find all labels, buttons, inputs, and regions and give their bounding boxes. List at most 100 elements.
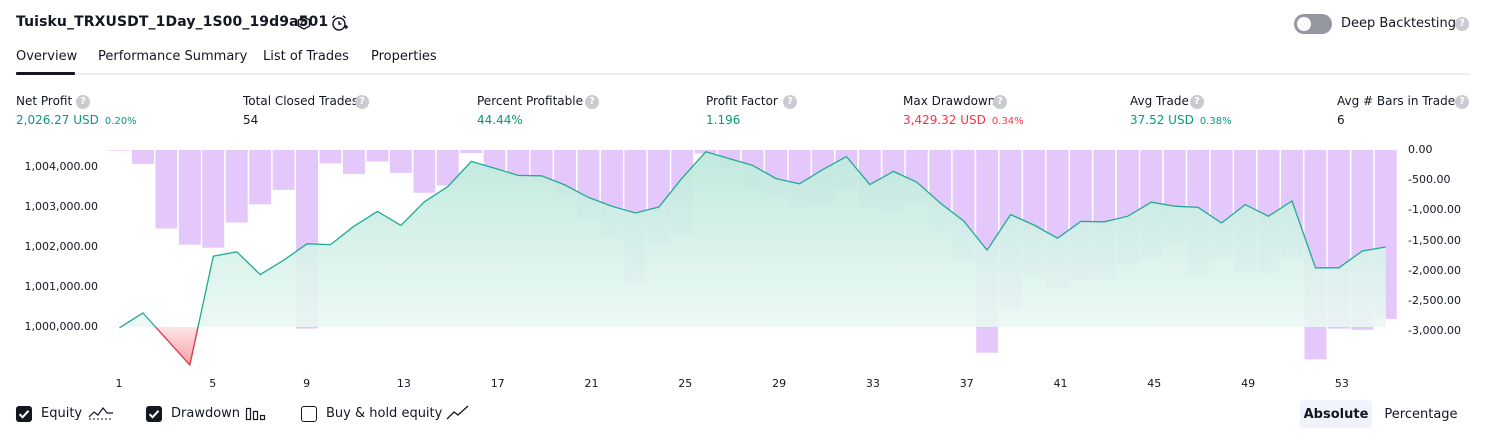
drawdown-bar [483, 150, 506, 170]
drawdown-bar [530, 150, 553, 182]
x-tick-label: 5 [209, 377, 217, 390]
drawdown-bar [178, 150, 201, 245]
drawdown-bar [249, 150, 272, 205]
tab-performance-summary[interactable]: Performance Summary [98, 49, 248, 64]
avg-trade-help-icon[interactable]: ? [1190, 95, 1204, 109]
drawdown-bar [389, 150, 412, 173]
settings-icon-glyph [297, 16, 311, 30]
net-profit-pct: 0.20% [104, 116, 137, 127]
drawdown-bar [436, 150, 459, 186]
tab-properties[interactable]: Properties [371, 49, 437, 64]
x-tick-label: 41 [1053, 377, 1068, 390]
absolute-mode-button[interactable]: Absolute [1300, 400, 1372, 428]
drawdown-bar [272, 150, 295, 190]
deep-backtesting-label: Deep Backtesting [1341, 16, 1457, 31]
equity-tick-label: 1,004,000.00 [24, 160, 98, 173]
net-profit-help-icon[interactable]: ? [76, 95, 90, 109]
avg-bars-label: Avg # Bars in Trades [1337, 94, 1462, 108]
drawdown-tick-label: 0.00 [1408, 143, 1433, 156]
net-profit-value: 2,026.27 USD 0.20% [16, 113, 137, 127]
x-tick-label: 21 [584, 377, 599, 390]
equity-area [119, 151, 1386, 365]
max-drawdown-label: Max Drawdown [903, 94, 996, 108]
equity-tick-label: 1,001,000.00 [24, 280, 98, 293]
equity-tick-label: 1,003,000.00 [24, 200, 98, 213]
check-icon [18, 410, 30, 419]
avg-trade-value: 37.52 USD 0.38% [1130, 113, 1232, 127]
percent-profitable-label: Percent Profitable [477, 94, 583, 108]
drawdown-tick-label: -3,000.00 [1408, 324, 1461, 337]
drawdown-checkbox[interactable] [146, 406, 162, 422]
deep-backtesting-help-icon[interactable]: ? [1455, 17, 1469, 31]
percent-profitable-help-icon[interactable]: ? [585, 95, 599, 109]
percent-profitable-value: 44.44% [477, 113, 523, 127]
x-tick-label: 45 [1147, 377, 1162, 390]
equity-checkbox[interactable] [16, 406, 32, 422]
equity-tick-label: 1,000,000.00 [24, 320, 98, 333]
avg-bars-value: 6 [1337, 113, 1345, 127]
equity-line-path [119, 151, 1386, 367]
max-drawdown-pct: 0.34% [991, 116, 1024, 127]
equity-loss-area [119, 327, 1386, 365]
active-tab-indicator [16, 72, 75, 75]
percentage-mode-button[interactable]: Percentage [1384, 406, 1458, 422]
drawdown-tick-label: -1,000.00 [1408, 203, 1461, 217]
avg-bars-help-icon[interactable]: ? [1455, 95, 1469, 109]
drawdown-tick-label: -2,500.00 [1408, 293, 1461, 307]
buy-hold-checkbox[interactable] [301, 406, 317, 422]
max-drawdown-help-icon[interactable]: ? [993, 95, 1007, 109]
x-tick-label: 17 [490, 377, 505, 390]
drawdown-bar [132, 150, 154, 164]
drawdown-bar [225, 150, 248, 223]
profit-factor-value: 1.196 [706, 113, 741, 127]
alarm-clock-icon [332, 15, 348, 31]
drawdown-bar [202, 150, 225, 248]
net-profit-label: Net Profit [16, 94, 73, 108]
drawdown-tick-label: -1,500.00 [1408, 233, 1461, 247]
equity-loss-line [155, 326, 199, 366]
equity-line-icon [88, 407, 113, 420]
x-tick-label: 9 [303, 377, 311, 390]
tabs-divider [16, 73, 1470, 75]
drawdown-tick-label: -500.00 [1408, 173, 1451, 187]
equity-legend-label: Equity [41, 406, 83, 421]
strategy-title: Tuisku_TRXUSDT_1Day_1S00_19d9a501 [16, 14, 329, 30]
drawdown-bar [413, 150, 436, 193]
drawdown-bar [366, 150, 389, 162]
deep-backtesting-toggle[interactable] [1294, 14, 1332, 34]
tab-list-of-trades[interactable]: List of Trades [263, 49, 349, 64]
total-closed-trades-value: 54 [243, 113, 259, 127]
profit-factor-label: Profit Factor [706, 94, 778, 108]
max-drawdown-value: 3,429.32 USD 0.34% [903, 113, 1024, 127]
drawdown-tick-label: -2,000.00 [1408, 263, 1461, 277]
x-tick-label: 53 [1334, 377, 1349, 390]
drawdown-bar [460, 150, 483, 153]
total-closed-trades-help-icon[interactable]: ? [355, 95, 369, 109]
x-tick-label: 13 [396, 377, 411, 390]
x-tick-label: 49 [1241, 377, 1256, 390]
check-icon [148, 410, 160, 419]
add-alert-icon[interactable] [328, 12, 350, 34]
equity-line [119, 151, 1386, 367]
toggle-knob [1297, 17, 1311, 31]
drawdown-bar [319, 150, 342, 164]
avg-trade-label: Avg Trade [1130, 94, 1189, 108]
drawdown-bar [507, 150, 530, 177]
x-tick-label: 1 [115, 377, 123, 390]
buy-hold-legend-label: Buy & hold equity [326, 406, 443, 421]
x-tick-label: 29 [772, 377, 787, 390]
drawdown-bars-icon [245, 407, 266, 421]
equity-tick-label: 1,002,000.00 [24, 240, 98, 253]
drawdown-bar [155, 150, 178, 229]
avg-trade-pct: 0.38% [1199, 116, 1232, 127]
profit-factor-help-icon[interactable]: ? [783, 95, 797, 109]
settings-icon[interactable] [293, 12, 315, 34]
total-closed-trades-label: Total Closed Trades [243, 94, 359, 108]
buy-hold-line-icon [446, 405, 469, 420]
drawdown-bar [108, 150, 131, 151]
drawdown-bar [343, 150, 365, 175]
x-tick-label: 25 [678, 377, 693, 390]
tab-overview[interactable]: Overview [16, 49, 78, 64]
x-tick-label: 33 [865, 377, 880, 390]
